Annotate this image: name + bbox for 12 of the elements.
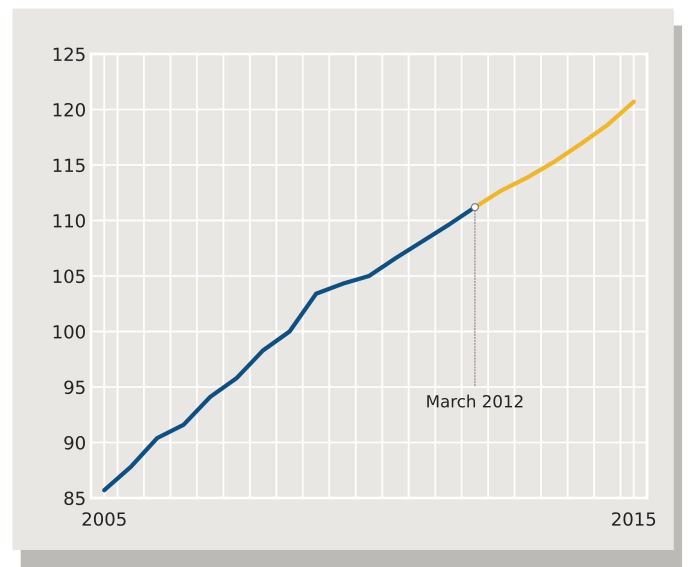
x-tick-label: 2005	[82, 512, 126, 526]
y-tick-label: 100	[54, 324, 85, 339]
y-tick-label: 90	[64, 436, 85, 450]
y-tick-label: 120	[54, 102, 85, 117]
y-tick-label: 105	[54, 269, 85, 284]
y-tick-label: 110	[54, 214, 85, 228]
y-tick-label: 85	[64, 491, 85, 506]
y-tick-label: 125	[54, 47, 85, 62]
y-tick-label: 95	[64, 380, 85, 394]
y-tick-label: 115	[54, 158, 85, 172]
annotation: March 2012	[427, 394, 522, 408]
x-tick-label: 2015	[612, 512, 656, 526]
